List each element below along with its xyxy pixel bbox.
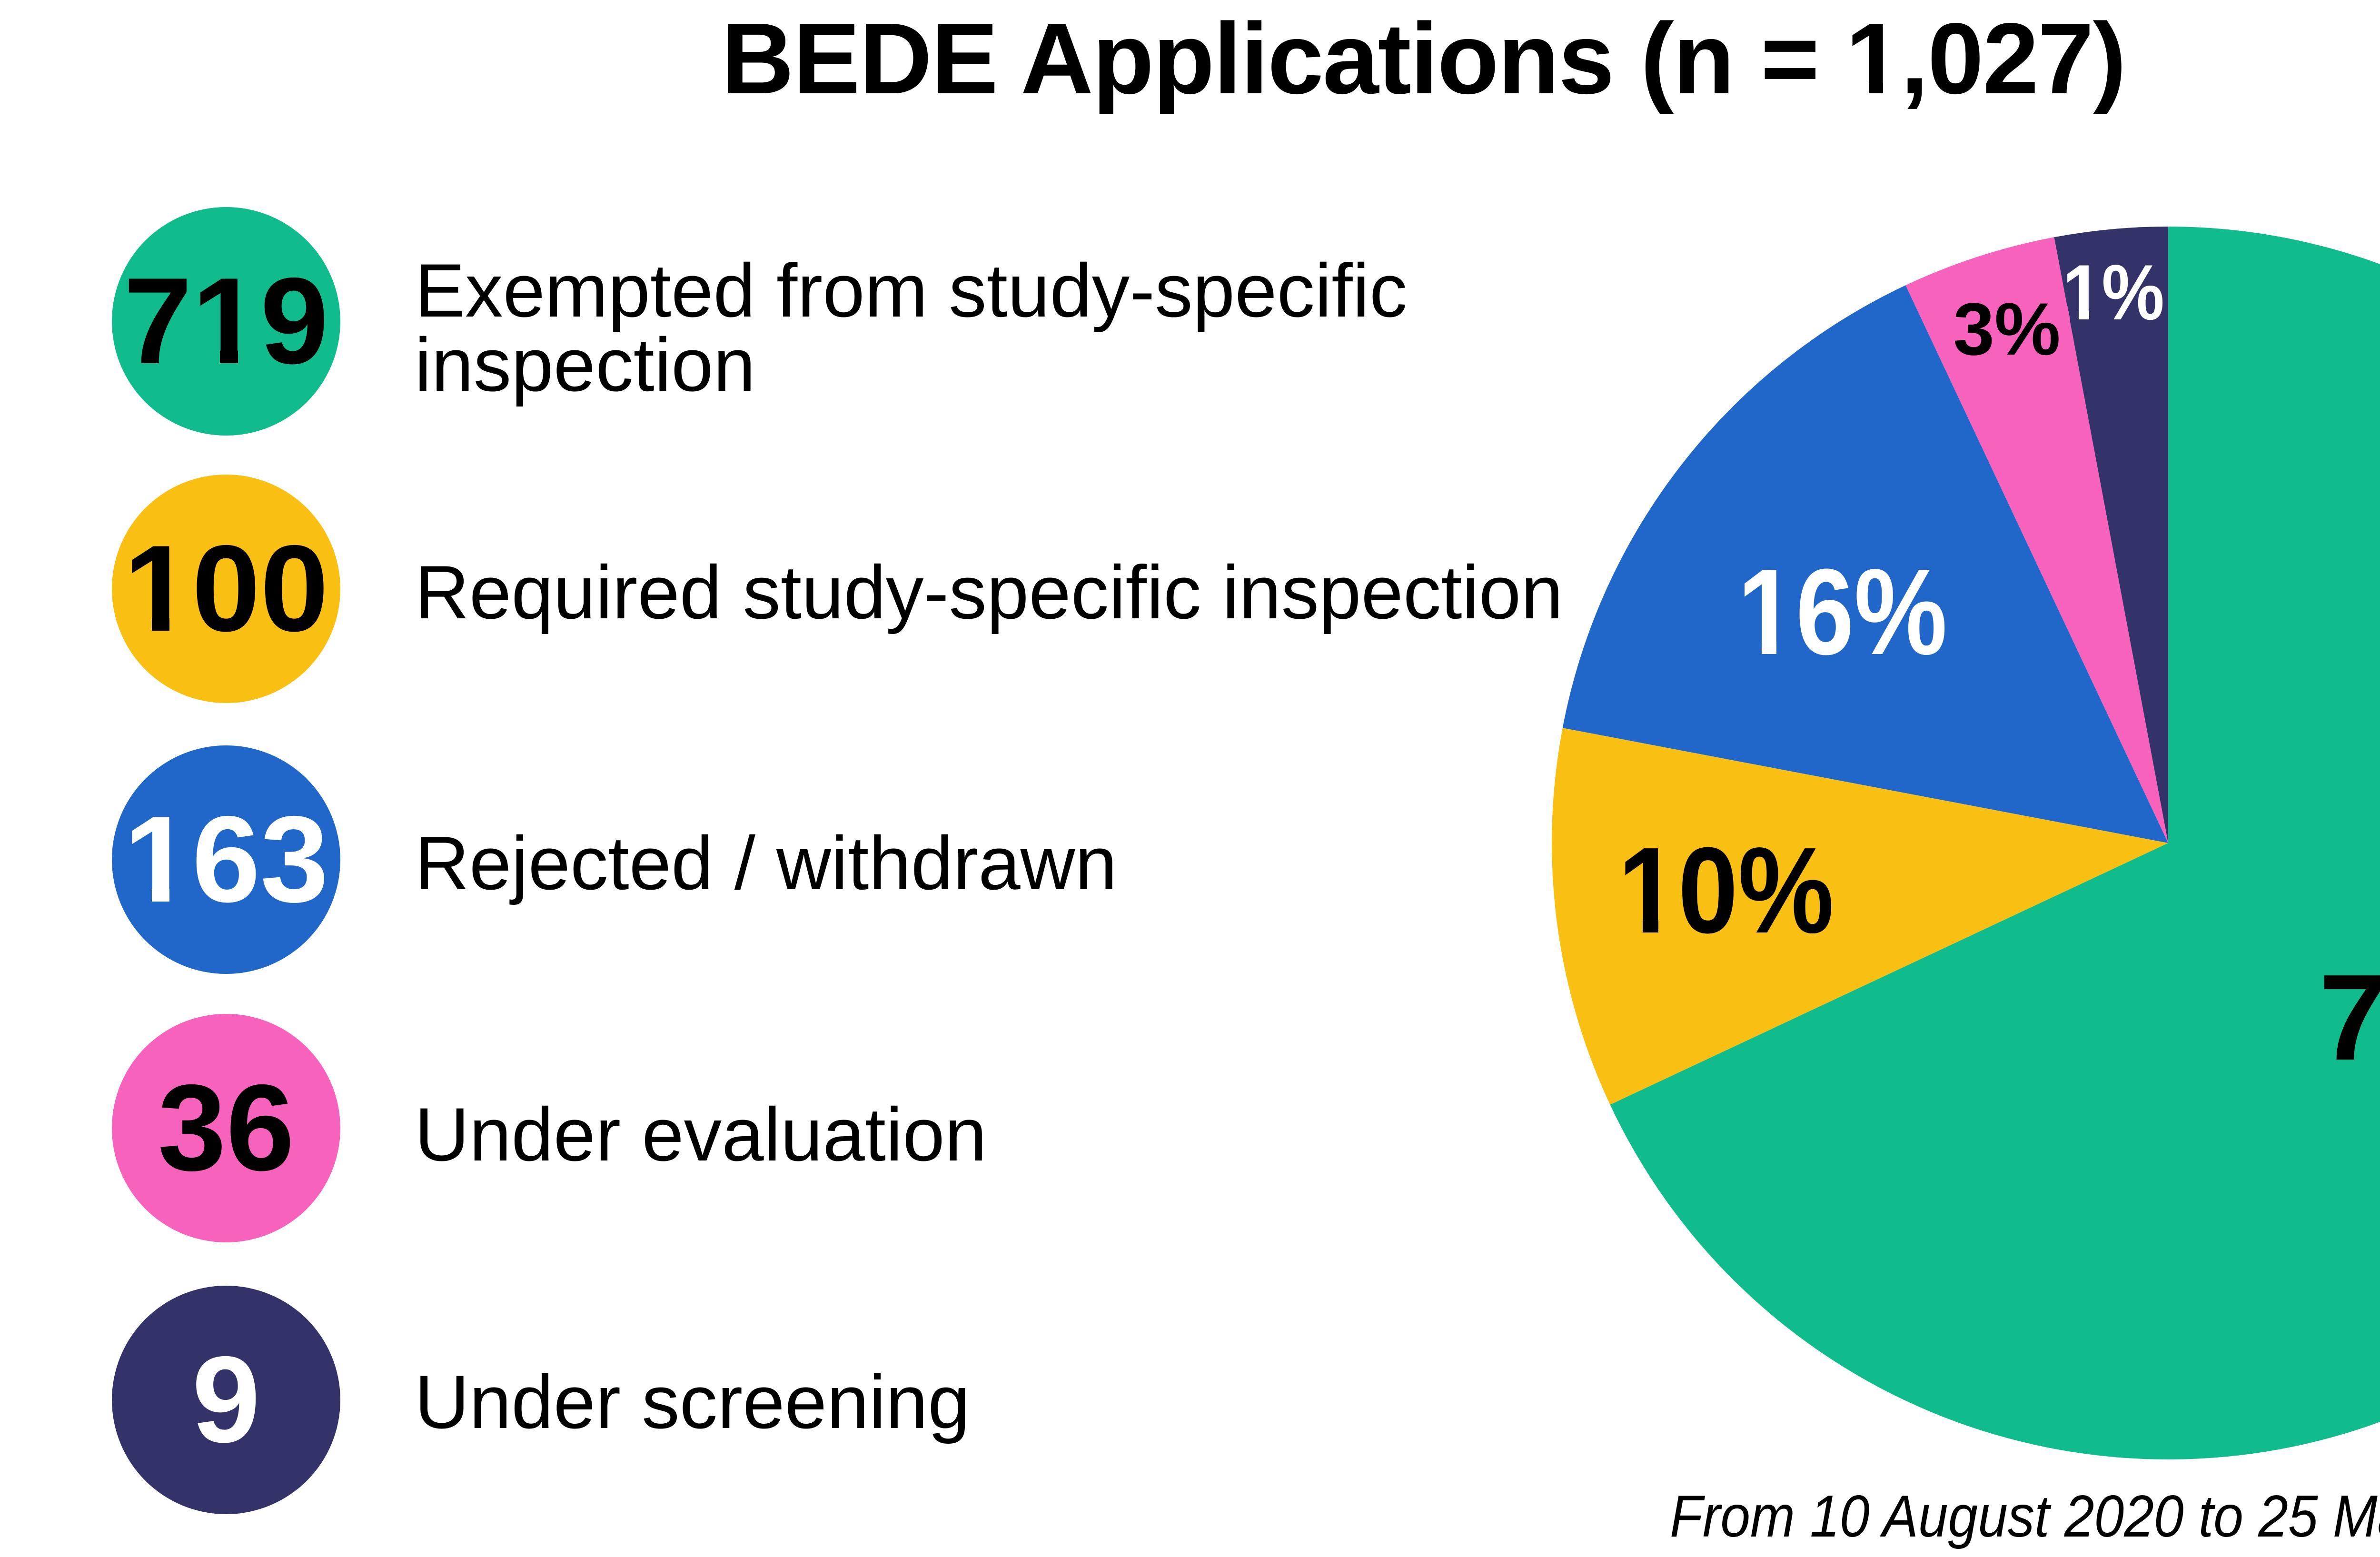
svg-text:163: 163 bbox=[124, 790, 328, 928]
svg-text:10%: 10% bbox=[1618, 822, 1834, 959]
svg-text:16%: 16% bbox=[1737, 544, 1947, 680]
svg-text:Under screening: Under screening bbox=[415, 1359, 970, 1444]
svg-text:Rejected / withdrawn: Rejected / withdrawn bbox=[415, 821, 1117, 905]
svg-text:inspection: inspection bbox=[415, 322, 755, 407]
svg-text:Under evaluation: Under evaluation bbox=[415, 1092, 987, 1177]
svg-text:9: 9 bbox=[192, 1330, 260, 1468]
svg-text:70%: 70% bbox=[2319, 949, 2380, 1086]
svg-text:BEDE Applications (n = 1,027): BEDE Applications (n = 1,027) bbox=[721, 2, 2125, 115]
svg-text:100: 100 bbox=[124, 519, 328, 657]
svg-text:Exempted from study-specific: Exempted from study-specific bbox=[415, 248, 1407, 333]
svg-text:719: 719 bbox=[124, 252, 328, 389]
svg-text:Required study-specific inspec: Required study-specific inspection bbox=[415, 550, 1563, 635]
svg-text:3%: 3% bbox=[1953, 288, 2060, 371]
svg-text:1%: 1% bbox=[2063, 248, 2164, 336]
svg-text:From 10 August 2020 to 25 Marc: From 10 August 2020 to 25 March 2025 bbox=[1670, 1484, 2380, 1549]
svg-text:36: 36 bbox=[158, 1059, 295, 1196]
